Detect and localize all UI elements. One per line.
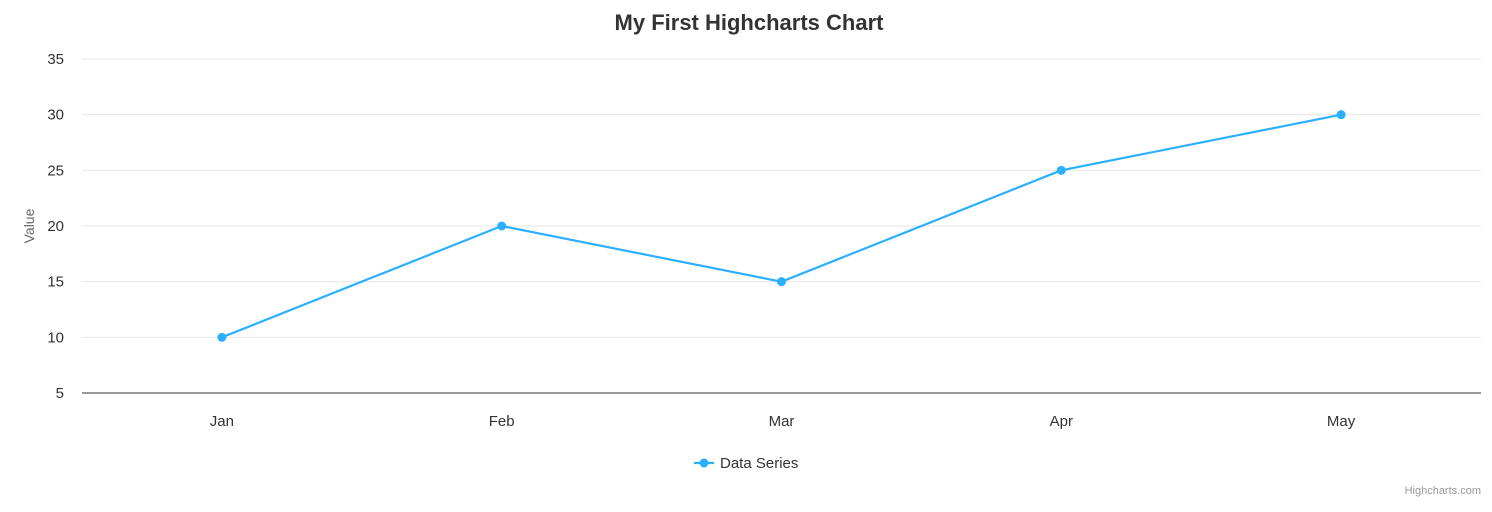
data-point[interactable]: [1336, 110, 1346, 120]
x-tick-label: Feb: [489, 413, 515, 430]
y-tick-label: 15: [47, 274, 64, 291]
chart-title: My First Highcharts Chart: [615, 10, 885, 35]
legend-item-data-series[interactable]: Data Series: [720, 455, 798, 472]
y-tick-label: 25: [47, 162, 64, 179]
x-tick-label: Apr: [1050, 413, 1073, 430]
data-point[interactable]: [497, 221, 507, 231]
x-tick-label: May: [1327, 413, 1356, 430]
y-axis-tick-labels: 5 10 15 20 25 30 35: [47, 51, 64, 402]
credits-link[interactable]: Highcharts.com: [1405, 485, 1481, 497]
y-tick-label: 35: [47, 51, 64, 68]
y-tick-label: 5: [56, 385, 64, 402]
y-tick-label: 30: [47, 107, 64, 124]
data-point[interactable]: [777, 277, 786, 287]
x-tick-label: Jan: [210, 413, 234, 430]
x-tick-label: Mar: [769, 413, 795, 430]
data-series-markers: [217, 110, 1346, 342]
legend[interactable]: Data Series: [694, 455, 798, 472]
y-tick-label: 20: [47, 218, 64, 235]
y-axis-title: Value: [21, 208, 37, 243]
data-point[interactable]: [1056, 165, 1066, 175]
y-tick-label: 10: [47, 329, 64, 346]
data-point[interactable]: [217, 332, 227, 342]
legend-symbol-marker: [699, 458, 709, 468]
x-axis-tick-labels: Jan Feb Mar Apr May: [210, 413, 1356, 430]
y-gridlines: [82, 58, 1481, 338]
